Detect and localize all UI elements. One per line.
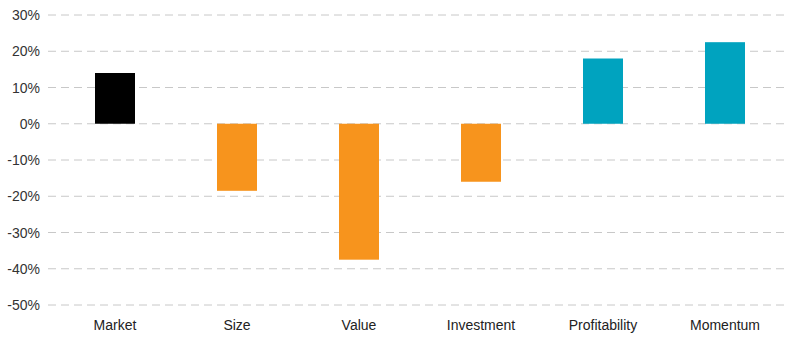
bar (705, 42, 745, 124)
y-tick-label: -10% (7, 152, 40, 168)
grid-line (48, 305, 786, 306)
y-tick-label: -40% (7, 261, 40, 277)
bar (461, 124, 501, 182)
y-tick-label: 20% (12, 43, 40, 59)
chart: -50% -40% -30% -20% -10% 0% 10% 20% 30% Market Siz… (0, 0, 790, 349)
x-tick-label: Investment (447, 317, 516, 333)
grid-line (48, 87, 786, 88)
grid-line (48, 160, 786, 161)
y-tick-label: 30% (12, 7, 40, 23)
grid-line (48, 51, 786, 52)
grid-line (48, 232, 786, 233)
x-tick-label: Market (94, 317, 137, 333)
bars (95, 42, 745, 260)
x-tick-label: Momentum (690, 317, 760, 333)
grid-line (48, 196, 786, 197)
y-tick-label: -50% (7, 297, 40, 313)
x-tick-label: Size (223, 317, 250, 333)
y-tick-label: 0% (20, 116, 40, 132)
bar (583, 59, 623, 124)
grid (48, 15, 786, 305)
y-tick-label: -30% (7, 225, 40, 241)
grid-line (48, 123, 786, 124)
x-tick-label: Value (342, 317, 377, 333)
y-tick-label: -20% (7, 188, 40, 204)
y-tick-label: 10% (12, 80, 40, 96)
bar (339, 124, 379, 260)
x-tick-label: Profitability (569, 317, 637, 333)
grid-line (48, 268, 786, 269)
bar (217, 124, 257, 191)
grid-line (48, 15, 786, 16)
bar (95, 73, 135, 124)
